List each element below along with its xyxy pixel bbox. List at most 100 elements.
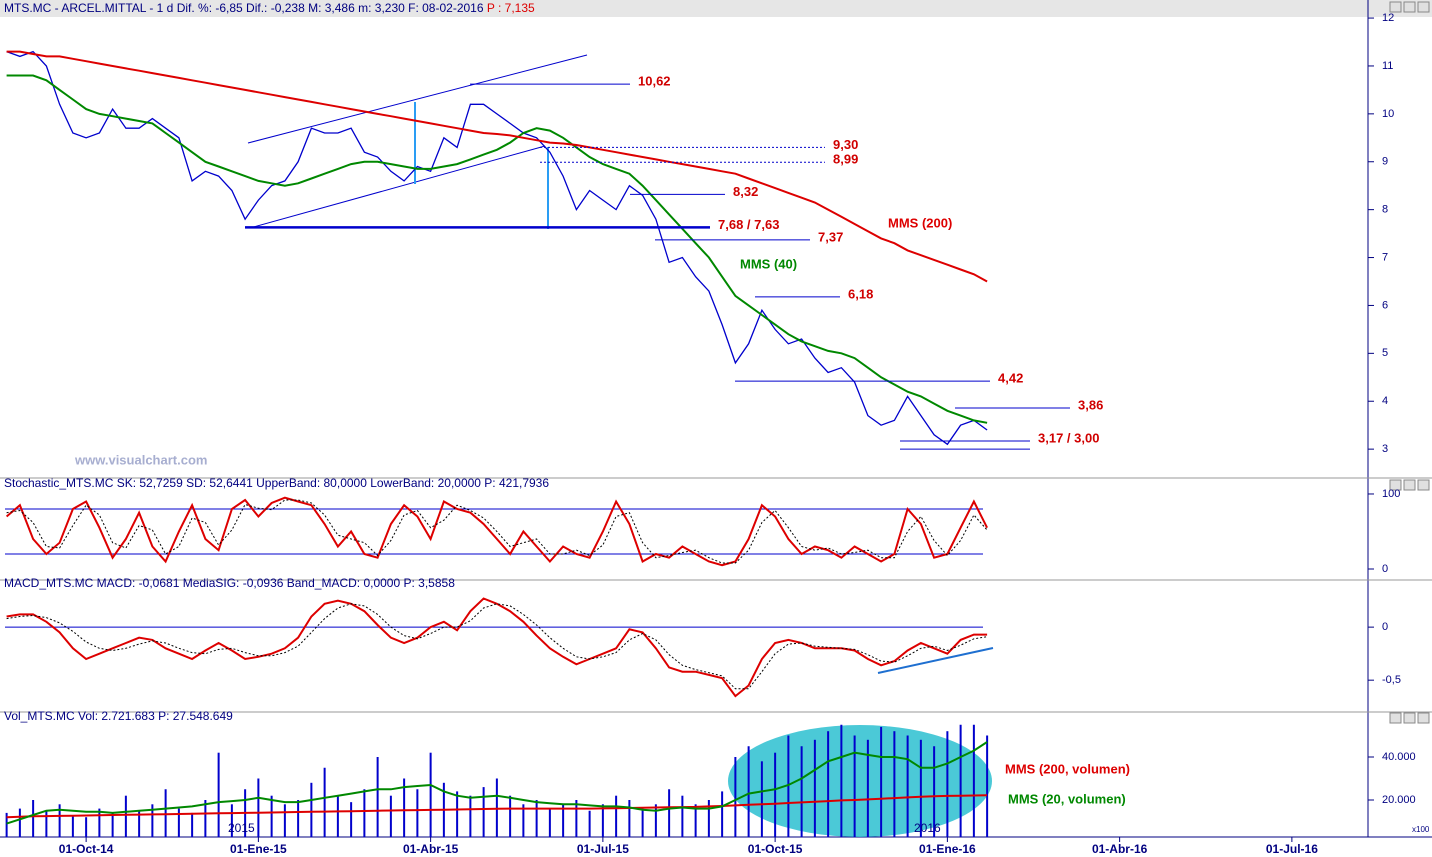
y-tick-label: 20.000	[1382, 794, 1416, 806]
window-button[interactable]	[1389, 1, 1402, 13]
volume-bar	[85, 817, 88, 837]
series-label: MMS (40)	[740, 256, 797, 271]
volume-bar	[972, 724, 975, 837]
volume-bar	[482, 787, 485, 837]
volume-bar	[323, 767, 326, 837]
channel-line	[249, 145, 546, 229]
x-tick-label: 01-Ene-16	[919, 842, 976, 856]
volume-bar	[721, 791, 724, 837]
title: MTS.MC - ARCEL.MITTAL - 1 d Dif. %: -6,8…	[4, 1, 535, 15]
y-tick-label: 0	[1382, 563, 1388, 575]
volume-bar	[389, 795, 392, 837]
window-button[interactable]	[1417, 1, 1430, 13]
volume-bar	[919, 739, 922, 837]
window-button[interactable]	[1417, 479, 1430, 491]
volume-bar	[310, 782, 313, 837]
series-line	[6, 597, 988, 698]
y-tick-label: 0	[1382, 621, 1388, 633]
volume-bar	[58, 804, 61, 837]
level-label: 4,42	[998, 371, 1023, 386]
x-tick-label: 01-Abr-15	[403, 842, 459, 856]
window-button[interactable]	[1403, 479, 1416, 491]
x-tick-label: 01-Jul-15	[577, 842, 629, 856]
volume-bar	[734, 757, 737, 837]
x-tick-label: 01-Ene-15	[230, 842, 287, 856]
volume-bar	[813, 739, 816, 837]
volume-bar	[787, 735, 790, 837]
volume-bar	[257, 778, 260, 837]
volume-bar	[509, 795, 512, 837]
volume-bar	[959, 724, 962, 837]
series-label: MMS (20, volumen)	[1008, 791, 1126, 806]
volume-bar	[933, 746, 936, 837]
volume-bar	[204, 799, 207, 837]
level-label: 3,17 / 3,00	[1038, 430, 1099, 445]
volume-bar	[124, 795, 127, 837]
volume-bar	[151, 804, 154, 837]
volume-bar	[601, 804, 604, 837]
window-button[interactable]	[1389, 712, 1402, 724]
watermark: www.visualchart.com	[74, 452, 207, 467]
y-tick-label: 3	[1382, 443, 1388, 455]
level-label: 7,37	[818, 229, 843, 244]
level-label: 3,86	[1078, 397, 1103, 412]
volume-bar	[946, 731, 949, 837]
volume-bar	[403, 778, 406, 837]
volume-bar	[535, 799, 538, 837]
volume-bar	[98, 808, 101, 837]
level-label: 8,99	[833, 152, 858, 167]
volume-bar	[548, 808, 551, 837]
series-line	[6, 794, 988, 819]
price-label: P : 7,135	[487, 1, 535, 15]
volume-bar	[906, 735, 909, 837]
volume-bar	[283, 804, 286, 837]
year-label: 2015	[228, 821, 255, 835]
channel-line	[247, 54, 588, 144]
year-label: 2016	[914, 821, 941, 835]
volume-bar	[774, 752, 777, 837]
y-tick-label: 40.000	[1382, 751, 1416, 763]
level-label: 6,18	[848, 286, 873, 301]
y-tick-label: 7	[1382, 251, 1388, 263]
window-button[interactable]	[1403, 712, 1416, 724]
volume-bar	[230, 804, 233, 837]
window-button[interactable]	[1389, 479, 1402, 491]
y-tick-label: 8	[1382, 204, 1388, 216]
window-button[interactable]	[1417, 712, 1430, 724]
volume-bar	[32, 799, 35, 837]
volume-bar	[628, 799, 631, 837]
volume-bar	[217, 752, 220, 837]
volume-bar	[986, 735, 989, 837]
volume-bar	[350, 802, 353, 837]
volume-bar	[71, 815, 74, 837]
x-tick-label: 01-Oct-14	[59, 842, 114, 856]
volume-highlight	[728, 725, 992, 837]
series-line	[6, 74, 988, 424]
panel-title: Stochastic_MTS.MC SK: 52,7259 SD: 52,644…	[4, 476, 549, 490]
y-tick-label: 9	[1382, 156, 1388, 168]
volume-bar	[747, 746, 750, 837]
y-tick-label: -0,5	[1382, 674, 1401, 686]
unit-label: x100	[1412, 825, 1430, 834]
volume-bar	[641, 808, 644, 837]
level-label: 7,68 / 7,63	[718, 217, 779, 232]
x-tick-label: 01-Abr-16	[1092, 842, 1148, 856]
volume-bar	[138, 810, 141, 837]
series-label: MMS (200)	[888, 215, 952, 230]
y-tick-label: 4	[1382, 395, 1388, 407]
level-label: 10,62	[638, 74, 671, 89]
volume-bar	[800, 746, 803, 837]
volume-bar	[522, 804, 525, 837]
window-button[interactable]	[1403, 1, 1416, 13]
volume-bar	[177, 808, 180, 837]
volume-bar	[694, 804, 697, 837]
level-label: 8,32	[733, 184, 758, 199]
y-tick-label: 100	[1382, 488, 1400, 500]
volume-bar	[853, 735, 856, 837]
panel-title: MACD_MTS.MC MACD: -0,0681 MediaSIG: -0,0…	[4, 576, 455, 590]
y-tick-label: 10	[1382, 108, 1394, 120]
volume-bar	[416, 789, 419, 837]
volume-bar	[191, 812, 194, 837]
